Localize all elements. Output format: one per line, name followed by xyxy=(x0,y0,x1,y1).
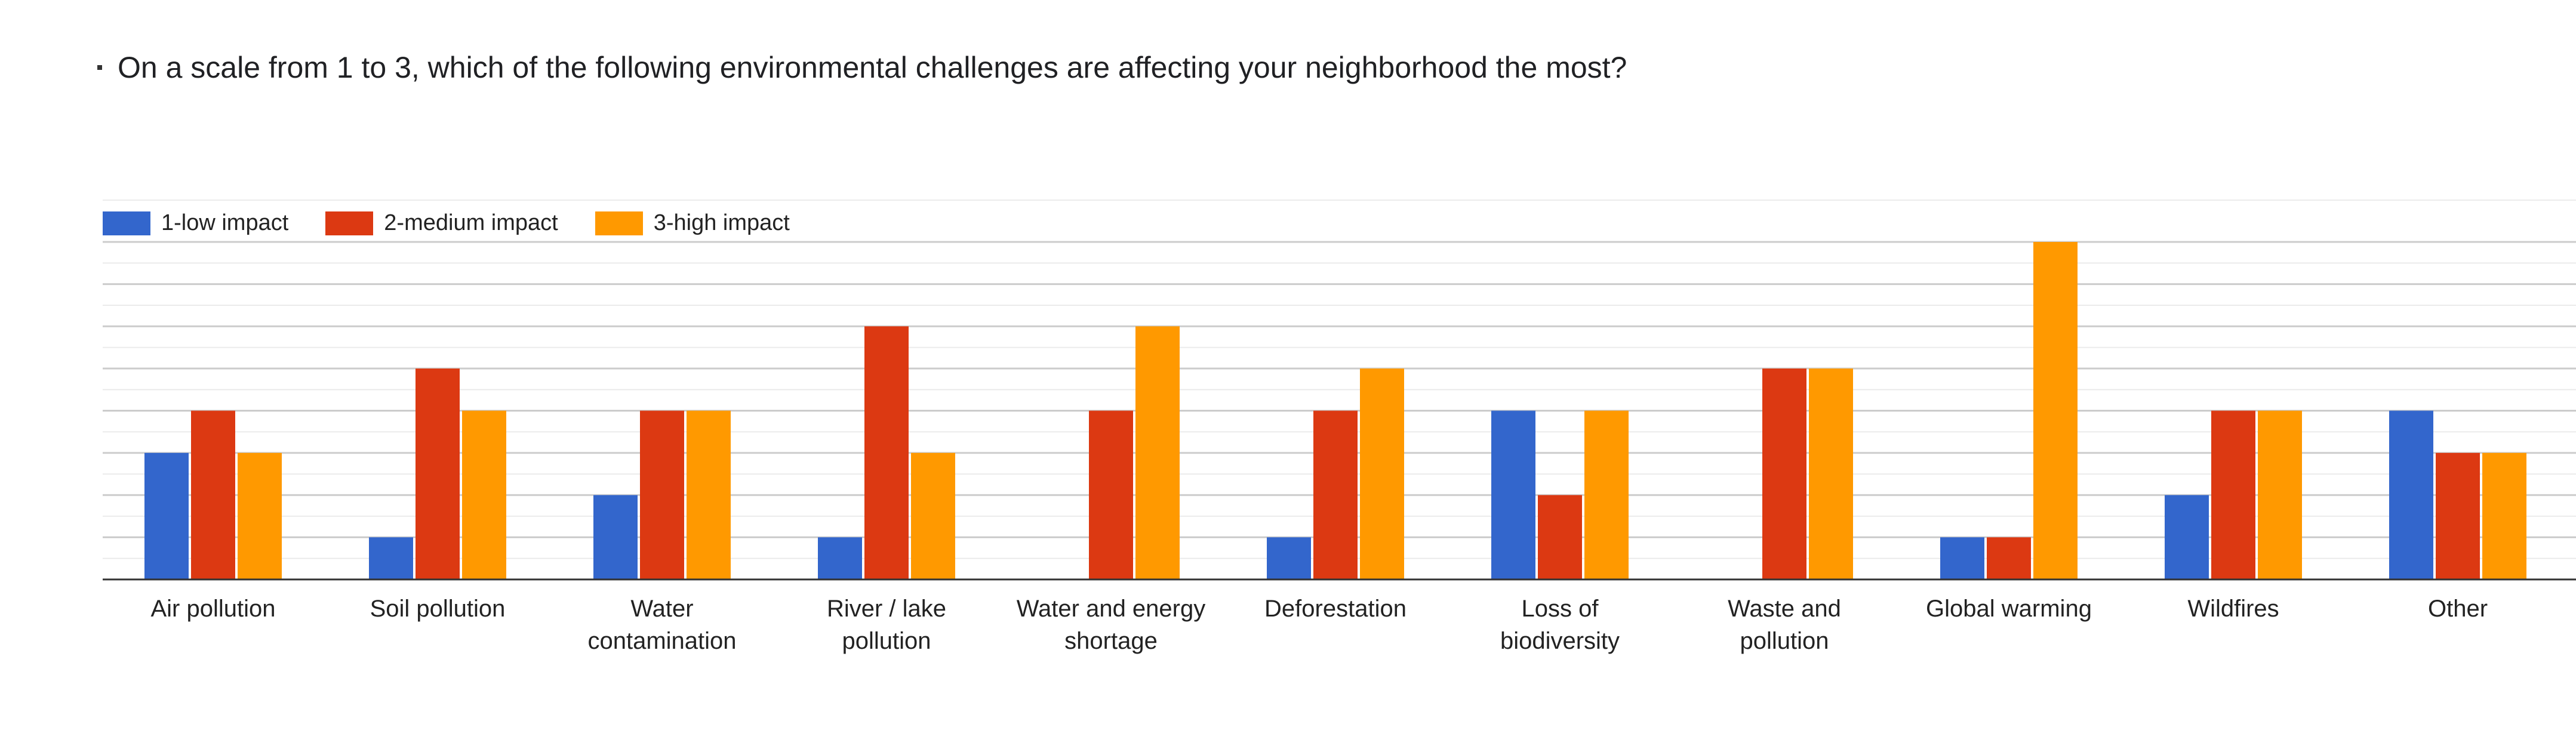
bar xyxy=(2389,410,2433,579)
bar xyxy=(1491,410,1535,579)
category-label: Global warming xyxy=(1926,596,2092,622)
category-label: Loss of biodiversity xyxy=(1500,596,1620,654)
bar xyxy=(1360,368,1404,579)
question-line: On a scale from 1 to 3, which of the fol… xyxy=(97,50,1627,85)
bar xyxy=(1809,368,1853,579)
category-label: Soil pollution xyxy=(370,596,506,622)
legend-swatch-high xyxy=(595,211,643,235)
bar xyxy=(1987,537,2031,579)
category-label: Air pollution xyxy=(150,596,275,622)
bar xyxy=(2482,453,2526,579)
legend-swatch-low xyxy=(103,211,150,235)
legend-label-low: 1-low impact xyxy=(161,210,289,235)
bar xyxy=(2033,242,2078,579)
bar xyxy=(144,453,189,579)
bar xyxy=(864,326,909,579)
bar xyxy=(1267,537,1311,579)
bar xyxy=(2258,410,2302,579)
bar xyxy=(1538,495,1582,579)
bar xyxy=(369,537,413,579)
bar xyxy=(2165,495,2209,579)
legend-swatch-medium xyxy=(325,211,374,235)
bar xyxy=(687,410,731,579)
bar xyxy=(1313,410,1358,579)
category-label: Waste and pollution xyxy=(1728,596,1841,654)
bar xyxy=(238,453,282,579)
category-label: Other xyxy=(2428,596,2488,622)
category-label: Deforestation xyxy=(1264,596,1407,622)
legend-label-medium: 2-medium impact xyxy=(384,210,558,235)
legend-item-medium: 2-medium impact xyxy=(325,210,558,236)
bar xyxy=(911,453,955,579)
legend-item-low: 1-low impact xyxy=(103,210,288,236)
category-label: Wildfires xyxy=(2187,596,2279,622)
category-label: Water contamination xyxy=(587,596,736,654)
bar xyxy=(1089,410,1133,579)
bar xyxy=(2436,453,2480,579)
bar xyxy=(1940,537,1984,579)
chart-legend: 1-low impact 2-medium impact 3-high impa… xyxy=(103,210,827,236)
bullet-dot xyxy=(97,65,102,70)
bar xyxy=(2211,410,2255,579)
legend-label-high: 3-high impact xyxy=(653,210,790,235)
bar xyxy=(818,537,862,579)
bar xyxy=(416,368,460,579)
question-text: On a scale from 1 to 3, which of the fol… xyxy=(118,51,1627,84)
bar xyxy=(1584,410,1629,579)
bar xyxy=(462,410,506,579)
bar xyxy=(1135,326,1180,579)
bar xyxy=(640,410,684,579)
category-label: Water and energy shortage xyxy=(1017,596,1205,654)
bar xyxy=(191,410,235,579)
bar xyxy=(1762,368,1806,579)
legend-item-high: 3-high impact xyxy=(595,210,790,236)
category-label: River / lake pollution xyxy=(827,596,946,654)
bar xyxy=(593,495,638,579)
